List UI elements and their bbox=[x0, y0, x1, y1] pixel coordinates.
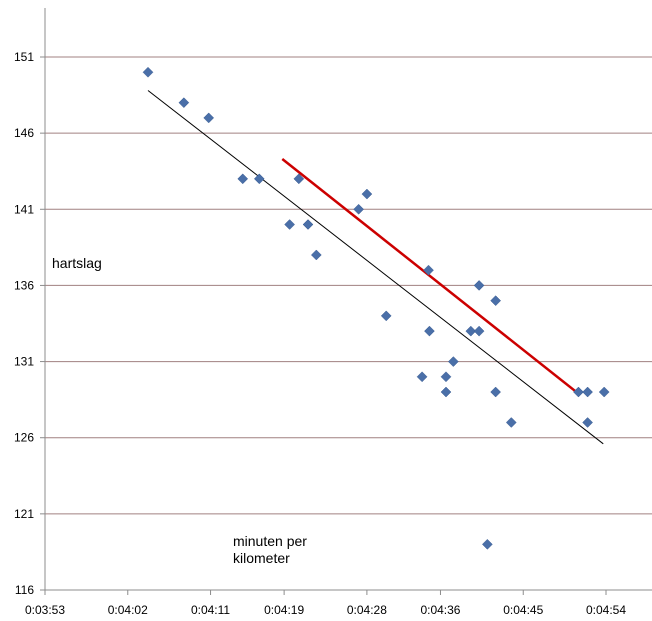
data-point bbox=[447, 356, 459, 367]
data-point bbox=[573, 386, 584, 398]
data-point bbox=[598, 386, 610, 398]
x-tick-label: 0:04:45 bbox=[503, 603, 543, 617]
x-tick-label: 0:04:02 bbox=[108, 603, 148, 617]
y-tick-label: 141 bbox=[14, 202, 34, 216]
data-point bbox=[237, 173, 249, 185]
trend-all-line bbox=[147, 90, 604, 445]
y-tick-label: 136 bbox=[14, 278, 34, 292]
x-tick-label: 0:04:36 bbox=[420, 603, 460, 617]
data-point bbox=[253, 173, 265, 185]
gridlines bbox=[40, 56, 652, 591]
data-point bbox=[473, 280, 485, 291]
data-point bbox=[440, 371, 452, 383]
y-tick-label: 131 bbox=[14, 355, 34, 369]
y-tick-label: 116 bbox=[15, 583, 34, 597]
data-point bbox=[490, 295, 502, 307]
data-point bbox=[361, 188, 373, 200]
data-point bbox=[582, 386, 593, 398]
x-axis-label-line-1: minuten per bbox=[233, 533, 307, 549]
x-tick-label: 0:04:19 bbox=[264, 603, 304, 617]
data-point bbox=[465, 325, 477, 337]
x-tick-label: 0:04:28 bbox=[347, 603, 387, 617]
data-point bbox=[310, 249, 322, 261]
y-tick-label: 121 bbox=[14, 507, 34, 521]
trend-red-line bbox=[281, 158, 582, 397]
data-point bbox=[482, 538, 493, 550]
data-point bbox=[284, 219, 295, 230]
y-tick-label: 151 bbox=[14, 50, 34, 64]
y-axis-label: hartslag bbox=[52, 255, 102, 271]
y-tick-labels: 116 121 126 131 136 141 146 151 bbox=[14, 50, 34, 597]
data-point bbox=[353, 203, 364, 215]
data-point bbox=[582, 417, 593, 428]
data-point bbox=[380, 310, 392, 322]
data-point bbox=[142, 66, 154, 78]
data-point bbox=[424, 325, 435, 337]
data-point bbox=[293, 173, 305, 185]
data-point bbox=[302, 219, 314, 230]
data-point bbox=[440, 386, 452, 398]
data-point bbox=[490, 386, 502, 398]
x-tick-label: 0:04:11 bbox=[191, 603, 230, 617]
data-point bbox=[505, 417, 517, 428]
y-tick-label: 146 bbox=[14, 126, 34, 140]
x-axis-label-line-2: kilometer bbox=[233, 550, 290, 566]
x-tick-labels: 0:03:53 0:04:02 0:04:11 0:04:19 0:04:28 0:04:… bbox=[25, 590, 626, 617]
data-point bbox=[423, 264, 434, 276]
data-point bbox=[416, 371, 428, 383]
x-tick-label: 0:04:54 bbox=[586, 603, 626, 617]
y-tick-label: 126 bbox=[14, 431, 34, 445]
data-points bbox=[142, 66, 610, 550]
data-point bbox=[473, 325, 485, 337]
trendlines bbox=[147, 90, 604, 445]
x-axis-label: minuten per kilometer bbox=[233, 533, 311, 566]
data-point bbox=[203, 112, 215, 124]
data-point bbox=[178, 97, 190, 109]
x-tick-label: 0:03:53 bbox=[25, 603, 65, 617]
